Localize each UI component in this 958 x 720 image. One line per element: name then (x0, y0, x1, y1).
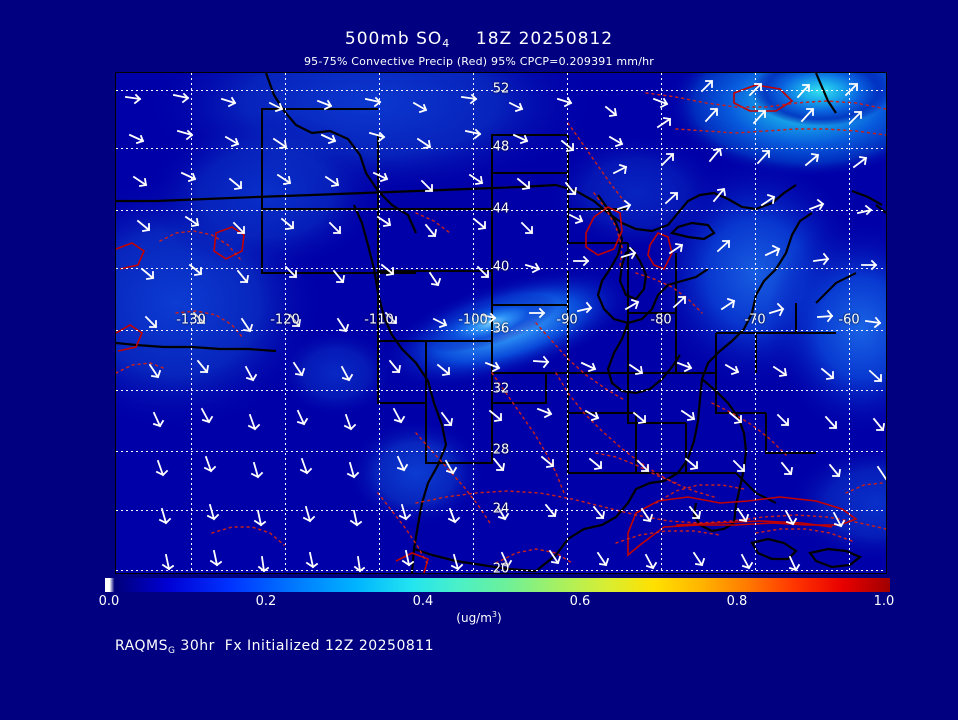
gridline-lat-32 (116, 390, 886, 391)
lon-label--60: -60 (838, 312, 860, 328)
lon-label--70: -70 (744, 312, 766, 328)
lat-label-52: 52 (492, 81, 510, 97)
gridline-lat-28 (116, 451, 886, 452)
lat-label-40: 40 (492, 259, 510, 275)
footer-suffix: 30hr Fx Initialized 12Z 20250811 (175, 638, 435, 654)
gridline-lat-44 (116, 210, 886, 211)
gridline-lat-40 (116, 268, 886, 269)
wind-vector-overlay (124, 79, 886, 573)
lat-label-28: 28 (492, 442, 510, 458)
gridline-lon--100 (473, 73, 474, 573)
colorbar-gradient (105, 578, 890, 592)
gridline-lon--70 (755, 73, 756, 573)
gridline-lon--110 (379, 73, 380, 573)
unit-suffix: ) (497, 611, 502, 625)
lon-label--110: -110 (364, 312, 394, 328)
lon-label--100: -100 (458, 312, 488, 328)
page-subtitle: 95-75% Convective Precip (Red) 95% CPCP=… (303, 55, 655, 68)
colorbar-tick-labels: 0.0 0.2 0.4 0.6 0.8 1.0 (99, 594, 895, 614)
gridline-lat-48 (116, 148, 886, 149)
colorbar-tick-1: 0.2 (255, 594, 277, 609)
gridline-lon--130 (191, 73, 192, 573)
coastline-and-border-overlay (116, 73, 886, 573)
gridline-lat-36 (116, 330, 886, 331)
colorbar-tick-3: 0.6 (569, 594, 591, 609)
title-prefix: 500mb SO (344, 29, 443, 49)
map-plot-area: 52 48 44 40 36 32 28 24 20 -130 -120 -11… (115, 72, 887, 574)
gridline-lon--90 (567, 73, 568, 573)
gridline-lon--80 (661, 73, 662, 573)
lat-label-44: 44 (492, 201, 510, 217)
unit-superscript: 3 (491, 610, 498, 619)
gridline-lat-52 (116, 90, 886, 91)
colorbar (105, 578, 890, 592)
title-suffix: 18Z 20250812 (450, 29, 614, 49)
convective-precip-contours (116, 84, 886, 573)
lat-label-24: 24 (492, 501, 510, 517)
model-footer: RAQMSG 30hr Fx Initialized 12Z 20250811 (115, 638, 434, 656)
unit-prefix: (ug/m (456, 611, 492, 625)
title-subscript: 4 (442, 37, 451, 50)
footer-subscript: G (167, 646, 176, 656)
lat-label-48: 48 (492, 139, 510, 155)
colorbar-tick-2: 0.4 (412, 594, 434, 609)
lat-label-20: 20 (492, 561, 510, 574)
colorbar-tick-5: 1.0 (873, 594, 895, 609)
gridline-lon--60 (849, 73, 850, 573)
lon-label--80: -80 (650, 312, 672, 328)
gridline-lat-20 (116, 570, 886, 571)
lon-label--90: -90 (556, 312, 578, 328)
lat-label-36: 36 (492, 321, 510, 337)
footer-prefix: RAQMS (115, 638, 168, 654)
colorbar-unit-label: (ug/m3) (0, 610, 958, 625)
colorbar-tick-0: 0.0 (98, 594, 120, 609)
lon-label--120: -120 (270, 312, 300, 328)
lat-label-32: 32 (492, 381, 510, 397)
gridline-lon--120 (285, 73, 286, 573)
lon-label--130: -130 (176, 312, 206, 328)
page-title: 500mb SO4 18Z 20250812 (0, 29, 958, 50)
gridline-lat-24 (116, 510, 886, 511)
colorbar-tick-4: 0.8 (726, 594, 748, 609)
